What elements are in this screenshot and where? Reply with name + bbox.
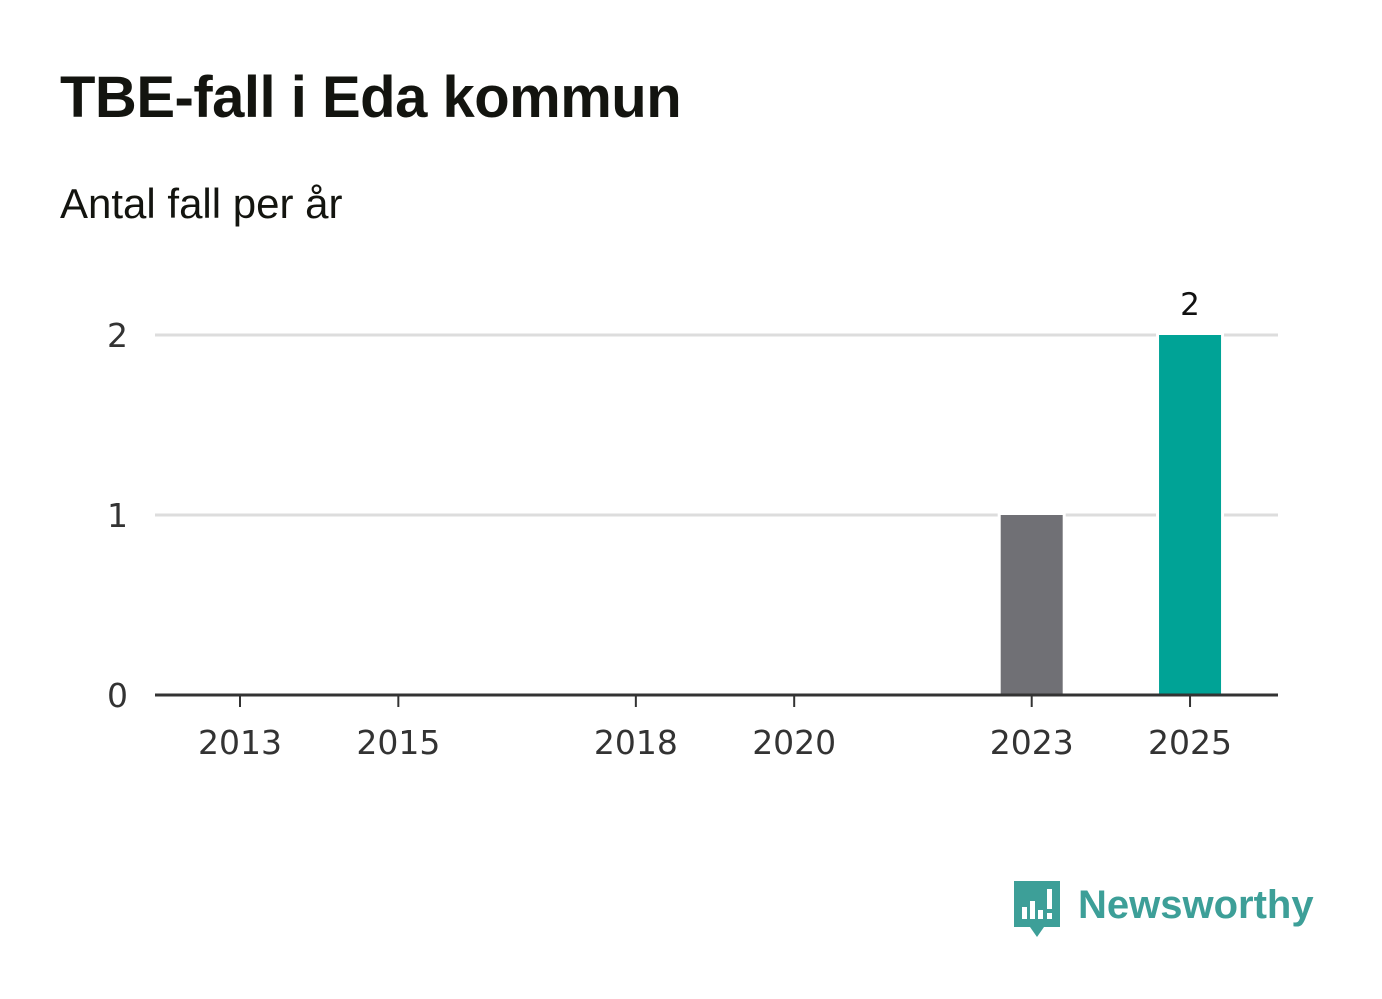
chart-subtitle: Antal fall per år [60,180,343,227]
x-tick-label: 2018 [594,723,678,762]
x-tick-label: 2023 [990,723,1074,762]
x-tick-label: 2013 [198,723,282,762]
data-label: 2 [1180,287,1200,323]
y-tick-label: 1 [107,496,128,535]
bar [1000,515,1063,695]
x-tick-label: 2015 [356,723,440,762]
y-tick-label: 2 [107,316,128,355]
brand: Newsworthy [1010,876,1314,942]
newsworthy-logo-icon [1014,881,1060,937]
x-tick-label: 2025 [1148,723,1232,762]
brand-name: Newsworthy [1078,882,1314,927]
bar [1159,335,1222,695]
x-tick-label: 2020 [752,723,836,762]
chart-title: TBE-fall i Eda kommun [60,65,682,130]
y-tick-label: 0 [107,676,128,715]
